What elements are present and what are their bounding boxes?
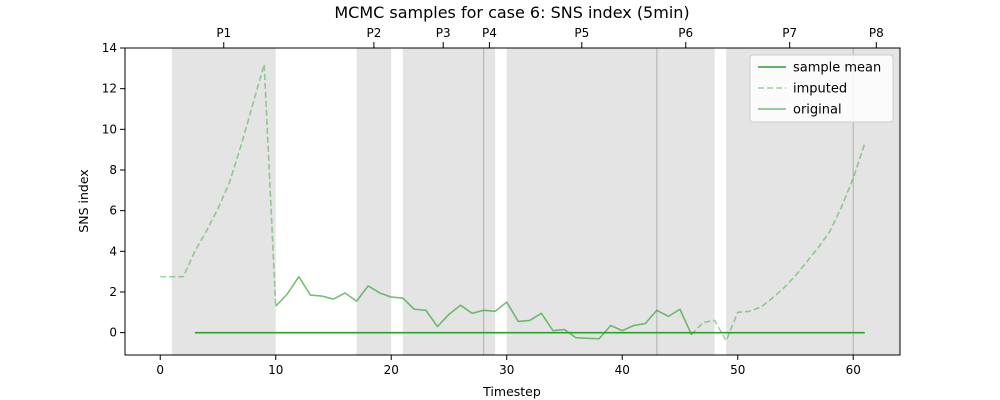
legend-label-sample-mean: sample mean xyxy=(793,61,881,76)
x-tick-label-50: 50 xyxy=(730,363,745,377)
period-band-p5 xyxy=(506,48,657,355)
x-axis-label: Timestep xyxy=(482,384,541,399)
period-label-p5: P5 xyxy=(574,26,589,40)
period-label-p1: P1 xyxy=(216,26,231,40)
period-band-p4 xyxy=(483,48,496,355)
y-tick-label-0: 0 xyxy=(109,326,117,340)
period-band-p2 xyxy=(356,48,392,355)
y-tick-label-12: 12 xyxy=(102,82,117,96)
y-axis-ticks: 0 2 4 6 8 10 12 14 xyxy=(102,41,125,340)
x-tick-label-40: 40 xyxy=(615,363,630,377)
legend-box xyxy=(749,54,894,123)
y-tick-label-10: 10 xyxy=(102,122,117,136)
series-original-line-0 xyxy=(275,275,693,340)
x-tick-label-60: 60 xyxy=(846,363,861,377)
legend: sample mean imputed original xyxy=(749,54,894,123)
y-axis-label: SNS index xyxy=(76,169,91,232)
x-tick-label-10: 10 xyxy=(268,363,283,377)
period-band-p1 xyxy=(171,48,276,355)
period-band-p3 xyxy=(402,48,484,355)
plot-frame xyxy=(124,47,901,356)
y-tick-label-4: 4 xyxy=(109,244,117,258)
x-tick-label-20: 20 xyxy=(384,363,399,377)
y-tick-label-8: 8 xyxy=(109,163,117,177)
plot-series xyxy=(160,63,866,342)
legend-label-original: original xyxy=(793,103,842,118)
series-imputed-line-1 xyxy=(690,143,866,342)
y-tick-label-2: 2 xyxy=(109,285,117,299)
period-labels: P1 P2 P3 P4 P5 P6 P7 P8 xyxy=(216,26,884,48)
x-tick-label-0: 0 xyxy=(156,363,164,377)
chart-title: MCMC samples for case 6: SNS index (5min… xyxy=(334,3,689,22)
series-imputed-line-0 xyxy=(160,63,277,307)
period-label-p3: P3 xyxy=(436,26,451,40)
y-tick-label-6: 6 xyxy=(109,204,117,218)
x-tick-label-30: 30 xyxy=(499,363,514,377)
period-label-p2: P2 xyxy=(366,26,381,40)
y-tick-label-14: 14 xyxy=(102,41,117,55)
legend-label-imputed: imputed xyxy=(793,82,847,97)
period-band-p6 xyxy=(656,48,715,355)
period-label-p6: P6 xyxy=(678,26,693,40)
period-label-p7: P7 xyxy=(782,26,797,40)
period-label-p4: P4 xyxy=(482,26,497,40)
x-axis-ticks: 0 10 20 30 40 50 60 xyxy=(156,355,861,377)
period-label-p8: P8 xyxy=(869,26,884,40)
